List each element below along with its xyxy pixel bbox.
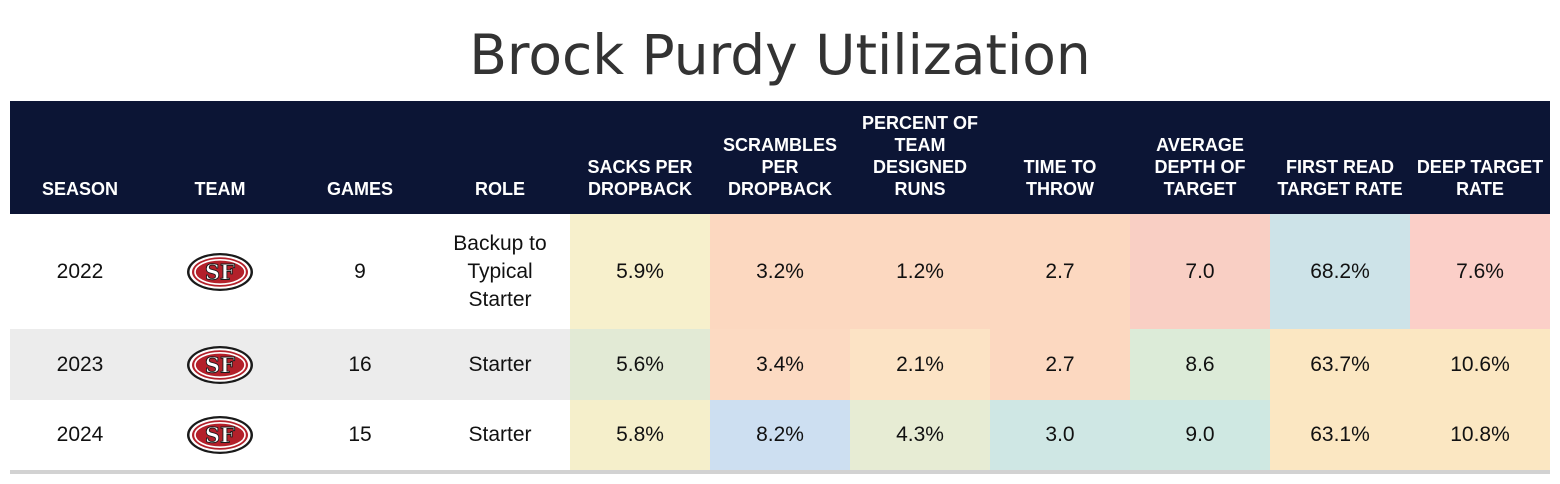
column-header-time-to-throw[interactable]: TIME TO THROW (990, 101, 1130, 214)
adot-cell: 8.6 (1130, 329, 1270, 400)
first-read-rate-cell: 63.7% (1270, 329, 1410, 400)
season-cell: 2022 (10, 214, 150, 329)
first-read-rate-cell: 63.1% (1270, 400, 1410, 474)
page-title: Brock Purdy Utilization (469, 23, 1091, 87)
time-to-throw-cell: 3.0 (990, 400, 1130, 474)
first-read-rate-cell: 68.2% (1270, 214, 1410, 329)
svg-text:F: F (220, 423, 235, 448)
svg-text:S: S (205, 259, 220, 284)
utilization-table: SEASON TEAM GAMES ROLE SACKS PER DROPBAC… (10, 101, 1550, 474)
svg-text:F: F (220, 352, 235, 377)
team-cell: S F (150, 214, 290, 329)
table-row: 2022 S F 9 Backup to Typical Starter 5.9% 3… (10, 214, 1550, 329)
column-header-deep-target-rate[interactable]: DEEP TARGET RATE (1410, 101, 1550, 214)
header-row: SEASON TEAM GAMES ROLE SACKS PER DROPBAC… (10, 101, 1550, 214)
time-to-throw-cell: 2.7 (990, 214, 1130, 329)
scrambles-per-dropback-cell: 3.2% (710, 214, 850, 329)
49ers-sf-logo-icon: S F (187, 252, 253, 291)
sacks-per-dropback-cell: 5.9% (570, 214, 710, 329)
svg-text:S: S (205, 423, 220, 448)
role-cell: Starter (430, 329, 570, 400)
column-header-season[interactable]: SEASON (10, 101, 150, 214)
column-header-first-read-rate[interactable]: FIRST READ TARGET RATE (1270, 101, 1410, 214)
team-cell: S F (150, 400, 290, 474)
role-cell: Starter (430, 400, 570, 474)
season-cell: 2023 (10, 329, 150, 400)
sacks-per-dropback-cell: 5.8% (570, 400, 710, 474)
adot-cell: 7.0 (1130, 214, 1270, 329)
role-cell: Backup to Typical Starter (430, 214, 570, 329)
column-header-adot[interactable]: AVERAGE DEPTH OF TARGET (1130, 101, 1270, 214)
49ers-sf-logo-icon: S F (187, 416, 253, 454)
designed-runs-cell: 1.2% (850, 214, 990, 329)
column-header-team[interactable]: TEAM (150, 101, 290, 214)
games-cell: 9 (290, 214, 430, 329)
games-cell: 15 (290, 400, 430, 474)
deep-target-rate-cell: 10.8% (1410, 400, 1550, 474)
49ers-sf-logo-icon: S F (187, 345, 253, 384)
svg-text:F: F (220, 259, 235, 284)
deep-target-rate-cell: 7.6% (1410, 214, 1550, 329)
scrambles-per-dropback-cell: 3.4% (710, 329, 850, 400)
column-header-sacks-per-dropback[interactable]: SACKS PER DROPBACK (570, 101, 710, 214)
table-row: 2023 S F 16 Starter 5.6% 3.4% 2.1% 2.7 8.6 63.7… (10, 329, 1550, 400)
deep-target-rate-cell: 10.6% (1410, 329, 1550, 400)
column-header-games[interactable]: GAMES (290, 101, 430, 214)
column-header-role[interactable]: ROLE (430, 101, 570, 214)
adot-cell: 9.0 (1130, 400, 1270, 474)
time-to-throw-cell: 2.7 (990, 329, 1130, 400)
designed-runs-cell: 4.3% (850, 400, 990, 474)
svg-text:S: S (205, 352, 220, 377)
team-cell: S F (150, 329, 290, 400)
season-cell: 2024 (10, 400, 150, 474)
column-header-designed-runs[interactable]: PERCENT OF TEAM DESIGNED RUNS (850, 101, 990, 214)
scrambles-per-dropback-cell: 8.2% (710, 400, 850, 474)
games-cell: 16 (290, 329, 430, 400)
sacks-per-dropback-cell: 5.6% (570, 329, 710, 400)
table-row: 2024 S F 15 Starter 5.8% 8.2% 4.3% 3.0 9.0 63.1… (10, 400, 1550, 474)
column-header-scrambles-per-dropback[interactable]: SCRAMBLES PER DROPBACK (710, 101, 850, 214)
designed-runs-cell: 2.1% (850, 329, 990, 400)
